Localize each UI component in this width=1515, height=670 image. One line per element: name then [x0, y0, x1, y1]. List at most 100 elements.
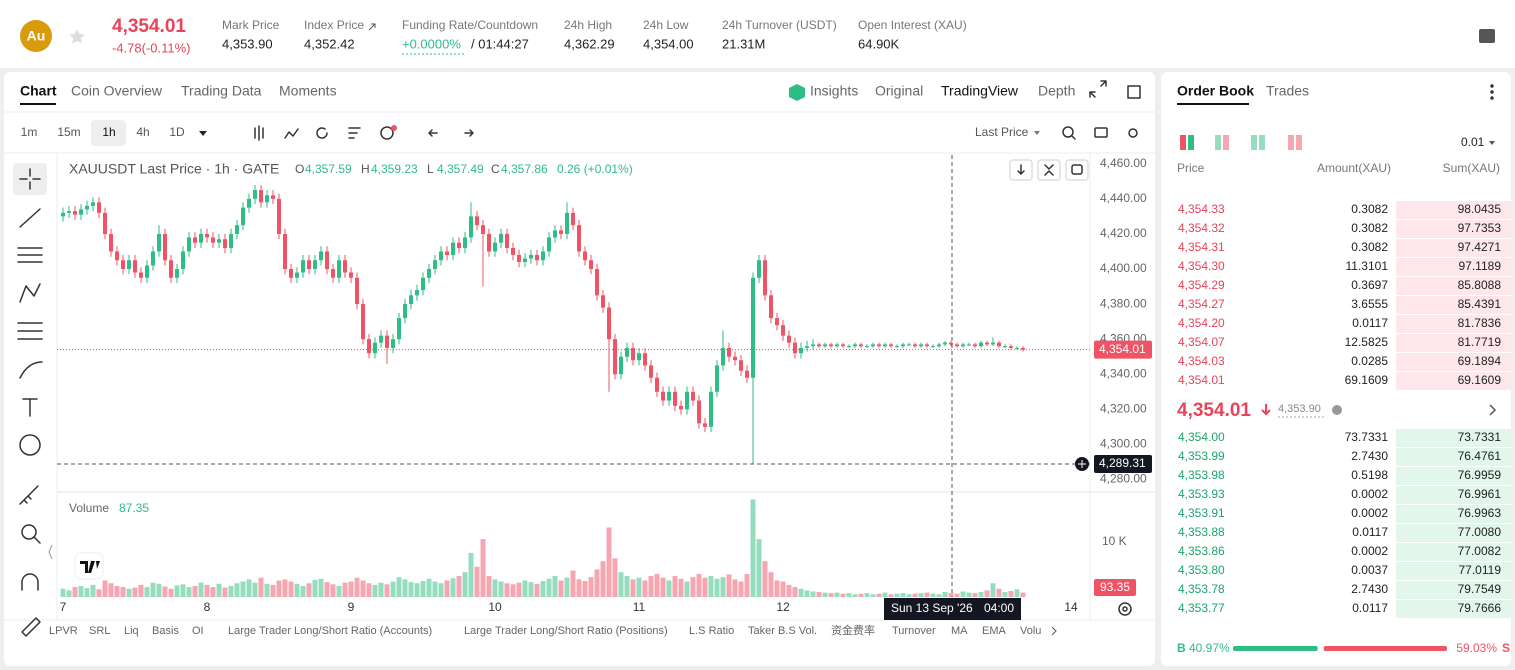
more-indicators[interactable]	[1051, 626, 1057, 636]
ob-view-icon[interactable]	[1223, 135, 1229, 150]
candle-body	[343, 260, 347, 273]
ob-price[interactable]: 4,354.01	[1178, 373, 1225, 387]
candle-body	[619, 356, 623, 375]
view-tab[interactable]: Original	[875, 83, 923, 99]
ob-view-icon[interactable]	[1215, 135, 1221, 150]
ob-sell-ratio: 59.03%	[1456, 641, 1497, 655]
chevron[interactable]	[1489, 404, 1497, 416]
volume-bar	[834, 592, 840, 597]
ob-price[interactable]: 4,353.91	[1178, 506, 1225, 520]
ob-sum: 77.0080	[1458, 525, 1502, 539]
ob-amount: 0.3082	[1351, 240, 1388, 254]
indicator-tab[interactable]: L.S Ratio	[689, 625, 734, 637]
indicator-tab[interactable]: Liq	[124, 625, 139, 637]
layout-icon[interactable]	[1479, 29, 1495, 43]
tab[interactable]: Chart	[20, 83, 57, 99]
ob-price[interactable]: 4,354.29	[1178, 278, 1225, 292]
tab[interactable]: Coin Overview	[71, 83, 163, 99]
candle-body	[331, 269, 335, 278]
candle-body	[457, 242, 461, 248]
volume-bar	[648, 576, 654, 597]
y-tick-label: 4,400.00	[1100, 261, 1147, 275]
interval[interactable]: 1m	[21, 125, 38, 139]
interval[interactable]: 1h	[102, 125, 115, 139]
candle-body	[901, 344, 905, 347]
indicator-tab[interactable]: Volu	[1020, 625, 1041, 637]
volume-bar	[156, 583, 162, 597]
tab[interactable]: Trading Data	[181, 83, 262, 99]
ob-price[interactable]: 4,353.80	[1178, 563, 1225, 577]
drawing-tools[interactable]	[17, 168, 43, 637]
indicator-tab[interactable]: LPVR	[49, 625, 78, 637]
indicator-tab[interactable]: EMA	[982, 625, 1007, 637]
favorite-star[interactable]	[69, 29, 85, 44]
price-source[interactable]: Last Price	[975, 125, 1029, 139]
ob-tab[interactable]: Order Book	[1177, 83, 1254, 99]
ob-price[interactable]: 4,354.00	[1178, 430, 1225, 444]
ob-price[interactable]: 4,353.99	[1178, 449, 1225, 463]
ob-view-icon[interactable]	[1180, 135, 1186, 150]
precision-caret[interactable]	[1489, 141, 1495, 145]
indicator-tab[interactable]: Taker B.S Vol.	[748, 625, 817, 637]
candle-body	[205, 233, 209, 238]
indicator-tab[interactable]: MA	[951, 625, 968, 637]
ob-price[interactable]: 4,354.07	[1178, 335, 1225, 349]
ob-depth-bar	[1396, 581, 1511, 599]
dropdown-caret[interactable]	[199, 131, 207, 136]
view-tab[interactable]: TradingView	[941, 83, 1019, 99]
price-source-caret[interactable]	[1034, 131, 1040, 135]
ob-depth-bar	[1396, 353, 1511, 371]
indicator-tab[interactable]: Basis	[152, 625, 179, 637]
ob-sum: 69.1609	[1458, 373, 1502, 387]
indicator-tab[interactable]: 资金费率	[831, 623, 875, 637]
ob-price[interactable]: 4,353.78	[1178, 582, 1225, 596]
candle-body	[145, 265, 149, 278]
volume-bar	[210, 587, 216, 597]
ob-sum: 97.7353	[1458, 221, 1502, 235]
ob-precision[interactable]: 0.01	[1461, 135, 1485, 149]
ob-price[interactable]: 4,353.86	[1178, 544, 1225, 558]
volume-bar	[1014, 589, 1020, 597]
ob-view-icon[interactable]	[1288, 135, 1294, 150]
ohlc-key: O	[295, 162, 304, 176]
ob-view-icon[interactable]	[1296, 135, 1302, 150]
indicator-tab[interactable]: SRL	[89, 625, 110, 637]
ob-price[interactable]: 4,354.03	[1178, 354, 1225, 368]
ob-view-icon[interactable]	[1259, 135, 1265, 150]
ob-price[interactable]: 4,354.20	[1178, 316, 1225, 330]
ob-price[interactable]: 4,354.30	[1178, 259, 1225, 273]
interval[interactable]: 15m	[57, 125, 80, 139]
chart-corner-icons[interactable]	[1009, 159, 1132, 616]
volume-bar	[924, 592, 930, 597]
ob-price[interactable]: 4,353.93	[1178, 487, 1225, 501]
ob-price[interactable]: 4,353.77	[1178, 601, 1225, 615]
x-tick-label: 9	[348, 600, 355, 614]
ob-view-icon[interactable]	[1188, 135, 1194, 150]
view-tab[interactable]: Insights	[810, 83, 858, 99]
crosshair-price-tag	[1094, 455, 1152, 473]
toolbar-icons[interactable]	[254, 80, 1494, 141]
ob-price[interactable]: 4,353.88	[1178, 525, 1225, 539]
indicator-tab[interactable]: Large Trader Long/Short Ratio (Positions…	[464, 625, 668, 637]
ob-price[interactable]: 4,354.32	[1178, 221, 1225, 235]
ob-price[interactable]: 4,354.31	[1178, 240, 1225, 254]
indicator-tab[interactable]: Large Trader Long/Short Ratio (Accounts)	[228, 625, 432, 637]
ob-view-icon[interactable]	[1251, 135, 1257, 150]
volume-bar	[600, 561, 606, 597]
ob-price[interactable]: 4,353.98	[1178, 468, 1225, 482]
y-tick-label: 4,420.00	[1100, 226, 1147, 240]
view-tab[interactable]: Depth	[1038, 83, 1075, 99]
tab[interactable]: Moments	[279, 83, 337, 99]
interval[interactable]: 1D	[169, 125, 185, 139]
candle-body	[829, 344, 833, 347]
indicator-tab[interactable]: OI	[192, 625, 204, 637]
interval[interactable]: 4h	[136, 125, 149, 139]
ob-tab[interactable]: Trades	[1266, 83, 1309, 99]
candle-body	[499, 233, 503, 243]
volume-bar	[432, 581, 438, 597]
ob-price[interactable]: 4,354.33	[1178, 202, 1225, 216]
candle-body	[445, 251, 449, 255]
indicator-tab[interactable]: Turnover	[892, 625, 936, 637]
ob-price[interactable]: 4,354.27	[1178, 297, 1225, 311]
collapse-handle[interactable]	[48, 544, 53, 560]
